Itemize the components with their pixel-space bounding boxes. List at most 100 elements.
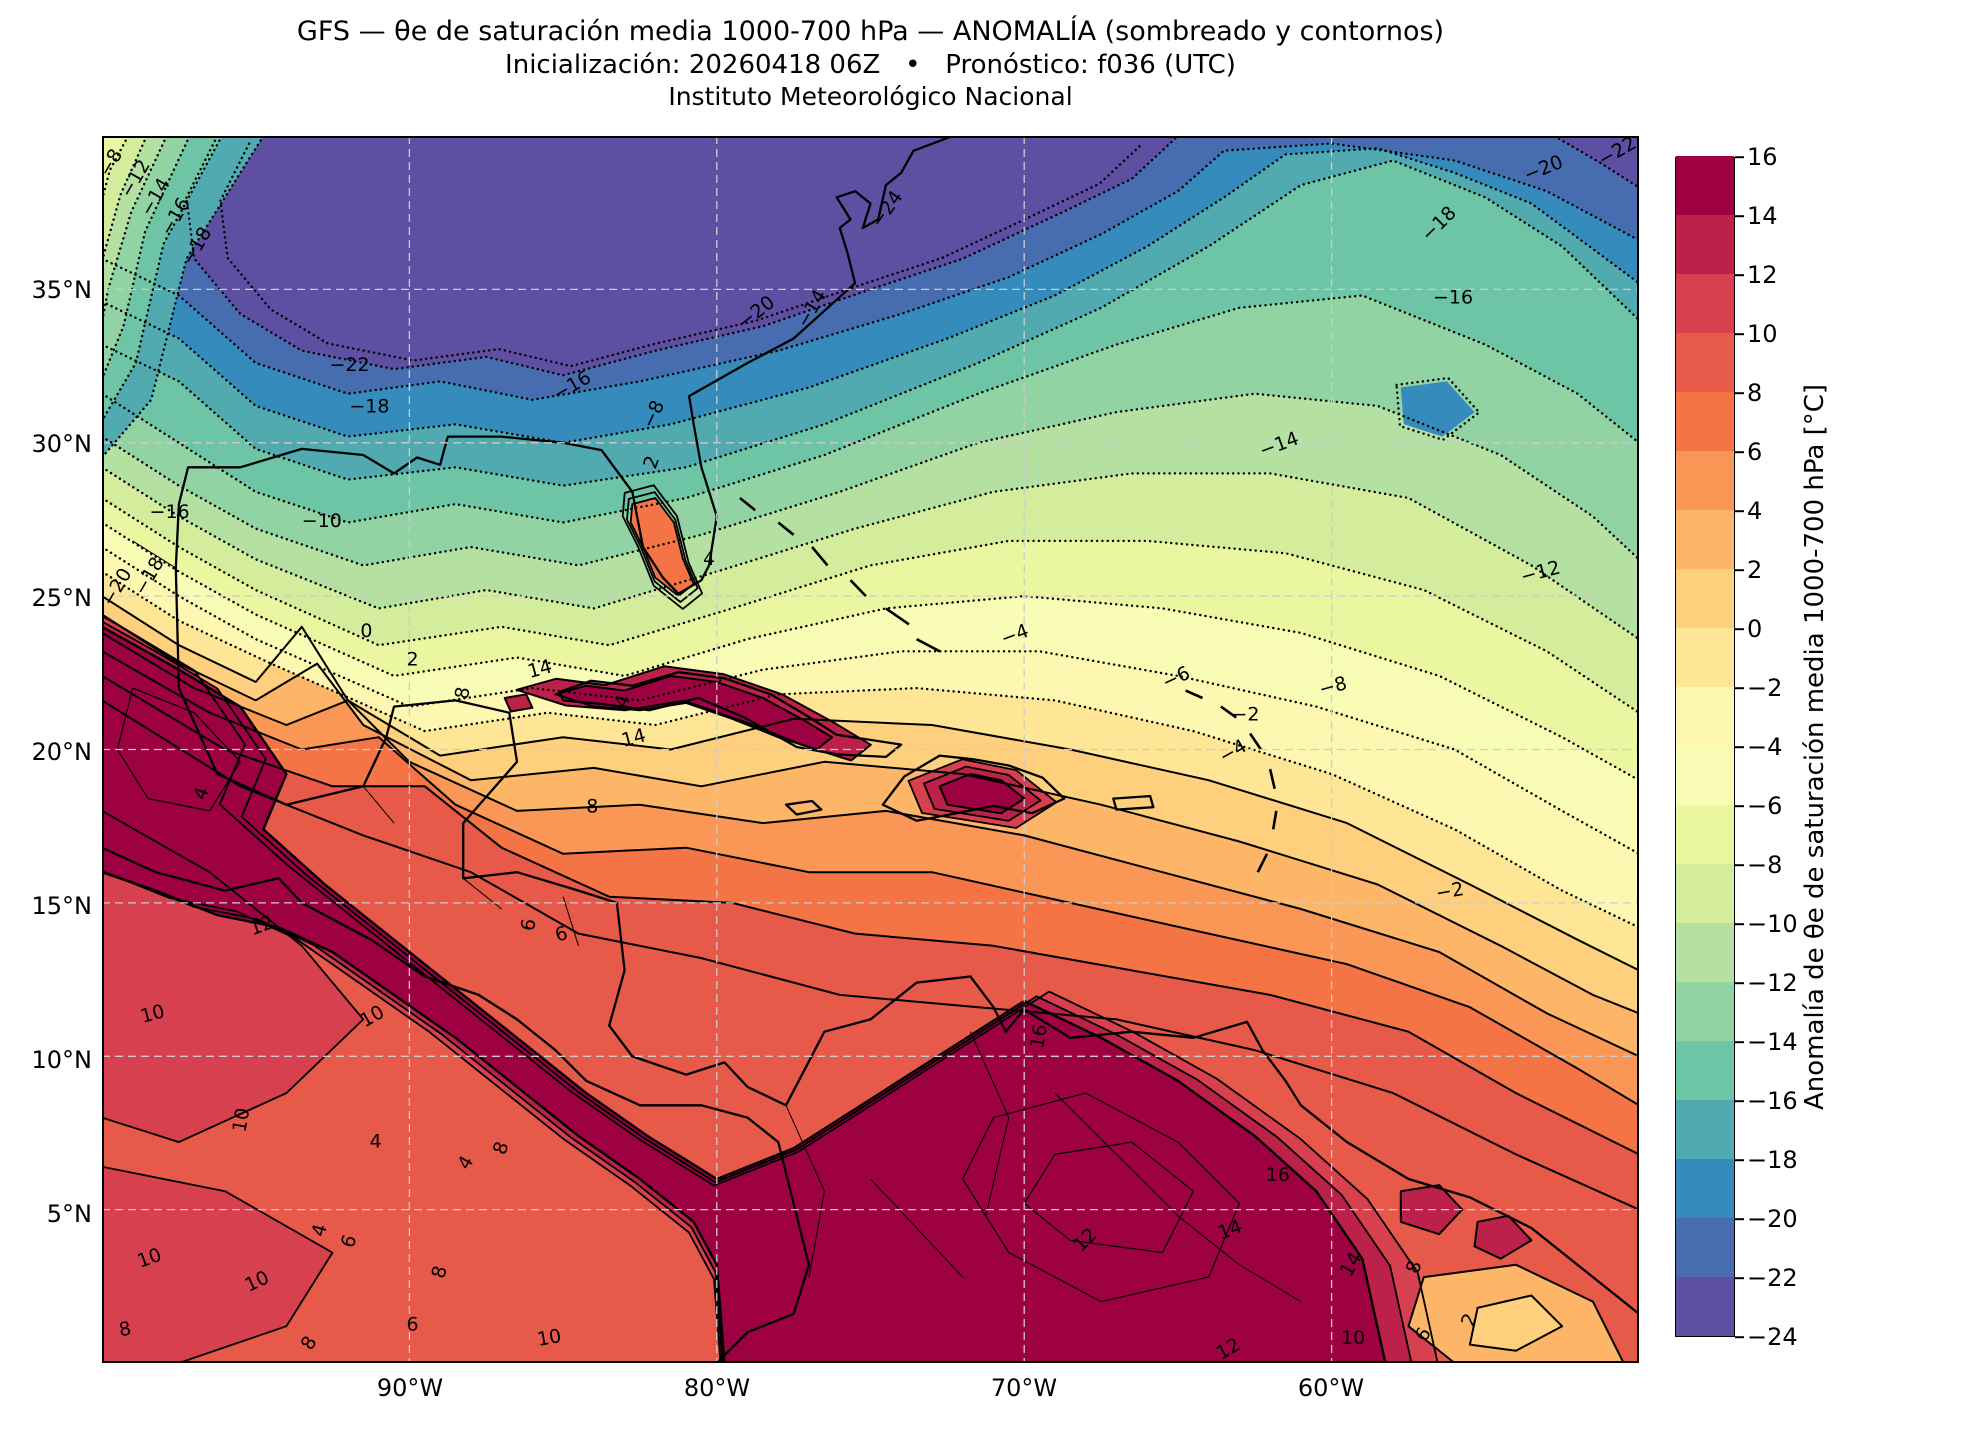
- colorbar-tick-label: −22: [1747, 1264, 1798, 1292]
- colorbar-segment: [1676, 450, 1734, 510]
- colorbar-tickmark: [1735, 510, 1744, 512]
- coastline-puertorico: [1112, 794, 1155, 811]
- colorbar-segment: [1676, 332, 1734, 392]
- contour-negative: [102, 147, 1639, 444]
- shading-maroon-core: [102, 626, 1386, 1363]
- colorbar-tick-label: −24: [1747, 1323, 1798, 1351]
- colorbar-tickmark: [1735, 687, 1744, 689]
- shading-pocket: [1469, 1295, 1563, 1351]
- contour-label: 10: [535, 1325, 563, 1351]
- contour-label: 8: [451, 685, 475, 701]
- border-river-line: [785, 1105, 825, 1278]
- contour-label: 10: [1341, 1327, 1365, 1349]
- contour-negative: [102, 466, 1639, 641]
- colorbar-tick-label: 10: [1747, 320, 1778, 348]
- colorbar-tick-label: 2: [1747, 556, 1763, 584]
- colorbar-tick-label: −8: [1747, 851, 1783, 879]
- colorbar-segment: [1676, 1276, 1734, 1336]
- colorbar-segment: [1676, 1158, 1734, 1218]
- colorbar-tick-label: −4: [1747, 733, 1783, 761]
- border-river-line: [362, 785, 395, 824]
- contour-positive: [1473, 1214, 1533, 1260]
- contour-positive: [102, 632, 1639, 1058]
- colorbar-segment: [1676, 745, 1734, 805]
- colorbar-tickmark: [1735, 923, 1744, 925]
- contour-label: 4: [703, 548, 715, 570]
- contour-positive: [102, 595, 1639, 972]
- contour-positive-thin: [962, 1092, 1241, 1303]
- colorbar: [1675, 155, 1735, 1337]
- contour-label: 0: [360, 620, 372, 642]
- colorbar-tickmark: [1735, 746, 1744, 748]
- y-axis-tick: 25°N: [31, 584, 93, 612]
- y-axis-tick: 20°N: [31, 738, 93, 766]
- colorbar-tickmark: [1735, 156, 1744, 158]
- contour-positive: [102, 675, 1639, 1156]
- colorbar-tickmark: [1735, 1336, 1744, 1338]
- contour-label: 8: [427, 1263, 451, 1280]
- contour-label: −16: [150, 501, 190, 523]
- shading-spot: [504, 694, 533, 712]
- colorbar-tickmark: [1735, 1277, 1744, 1279]
- border-river-line: [969, 1031, 1010, 1216]
- contour-negative: [102, 136, 148, 263]
- border-river-line: [132, 540, 177, 569]
- contour-positive: [938, 773, 1026, 815]
- contour-negative: [185, 136, 1180, 377]
- colorbar-segment: [1676, 509, 1734, 569]
- contour-label: −10: [302, 510, 342, 532]
- chart-title: GFS — θe de saturación media 1000-700 hP…: [296, 16, 1445, 47]
- colorbar-tickmark: [1735, 274, 1744, 276]
- y-axis-tick: 30°N: [31, 430, 93, 458]
- contour-positive: [923, 765, 1042, 822]
- colorbar-segment: [1676, 155, 1734, 215]
- shading-florida: [630, 498, 694, 597]
- x-axis-tick: 90°W: [376, 1374, 444, 1402]
- colorbar-tickmark: [1735, 1041, 1744, 1043]
- contour-label: −22: [329, 354, 369, 376]
- coastline-southamerica: [784, 975, 1639, 1315]
- contour-label: 16: [1026, 1023, 1052, 1051]
- contour-label: −2: [1434, 878, 1465, 905]
- coastline-pacific: [102, 846, 811, 1363]
- colorbar-tick-label: 8: [1747, 379, 1763, 407]
- contour-negative: [102, 136, 168, 324]
- map-svg: −24−20 −14−22−18−16−16−20−18−10−8−8−12−14…: [102, 136, 1639, 1363]
- colorbar-tick-label: −16: [1747, 1087, 1798, 1115]
- x-axis-tick: 70°W: [990, 1374, 1058, 1402]
- contour-positive: [503, 693, 534, 713]
- contour-negative: [102, 136, 265, 459]
- border-river-line: [562, 896, 579, 946]
- contour-label: 4: [308, 1222, 332, 1239]
- colorbar-tickmark: [1735, 1218, 1744, 1220]
- colorbar-segment: [1676, 922, 1734, 982]
- x-axis-tick: 80°W: [683, 1374, 751, 1402]
- colorbar-tickmark: [1735, 1100, 1744, 1102]
- contour-positive: [102, 625, 1387, 1363]
- coastline-jamaica: [784, 799, 823, 816]
- colorbar-segment: [1676, 804, 1734, 864]
- contour-label: 6: [406, 1314, 418, 1336]
- colorbar-tick-label: −2: [1747, 674, 1783, 702]
- colorbar-tickmark: [1735, 628, 1744, 630]
- contour-positive: [102, 699, 1639, 1211]
- chart-subtitle: Inicialización: 20260418 06Z • Pronóstic…: [505, 50, 1236, 80]
- colorbar-tick-label: −6: [1747, 792, 1783, 820]
- contour-positive: [1468, 1294, 1564, 1352]
- colorbar-segment: [1676, 214, 1734, 274]
- contour-positive: [621, 484, 703, 610]
- colorbar-tickmark: [1735, 805, 1744, 807]
- colorbar-tickmark: [1735, 864, 1744, 866]
- colorbar-segment: [1676, 391, 1734, 451]
- contour-positive: [515, 665, 872, 762]
- colorbar-tick-label: −14: [1747, 1028, 1798, 1056]
- contour-positive: [102, 615, 1439, 1363]
- contour-label: 6: [553, 922, 570, 946]
- contour-positive: [102, 650, 1639, 1107]
- contour-label: 4: [370, 1131, 382, 1153]
- coastline-small-island: [1256, 853, 1269, 873]
- contour-label: 16: [1266, 1164, 1290, 1186]
- map-plot-area: −24 −20 −14 −22 −18 −16 −16 −20 −18 −10 −8 −8 −12 −14…: [102, 136, 1639, 1363]
- colorbar-tickmark: [1735, 333, 1744, 335]
